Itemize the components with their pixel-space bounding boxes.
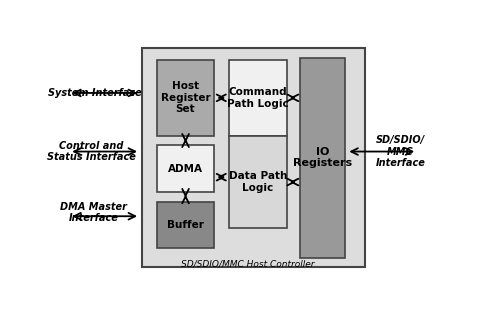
Text: Control and
Status Interface: Control and Status Interface <box>47 141 136 162</box>
Text: ADMA: ADMA <box>168 164 203 174</box>
Text: DMA Master
Interface: DMA Master Interface <box>60 202 127 223</box>
Bar <box>142 48 365 268</box>
Bar <box>300 58 345 258</box>
Text: System Interface: System Interface <box>48 88 142 98</box>
Bar <box>156 146 215 192</box>
Bar <box>156 60 215 136</box>
Text: Data Path
Logic: Data Path Logic <box>229 171 287 193</box>
Bar <box>156 202 215 248</box>
Text: SD/SDIO/MMC Host Controller: SD/SDIO/MMC Host Controller <box>181 259 314 268</box>
Text: Host
Register
Set: Host Register Set <box>161 81 210 114</box>
Bar <box>229 60 287 136</box>
Bar <box>229 136 287 229</box>
Text: Buffer: Buffer <box>167 220 204 230</box>
Text: SD/SDIO/
MMC
Interface: SD/SDIO/ MMC Interface <box>375 135 425 168</box>
Text: IO
Registers: IO Registers <box>293 147 352 168</box>
Text: Command
Path Logic: Command Path Logic <box>227 87 289 109</box>
